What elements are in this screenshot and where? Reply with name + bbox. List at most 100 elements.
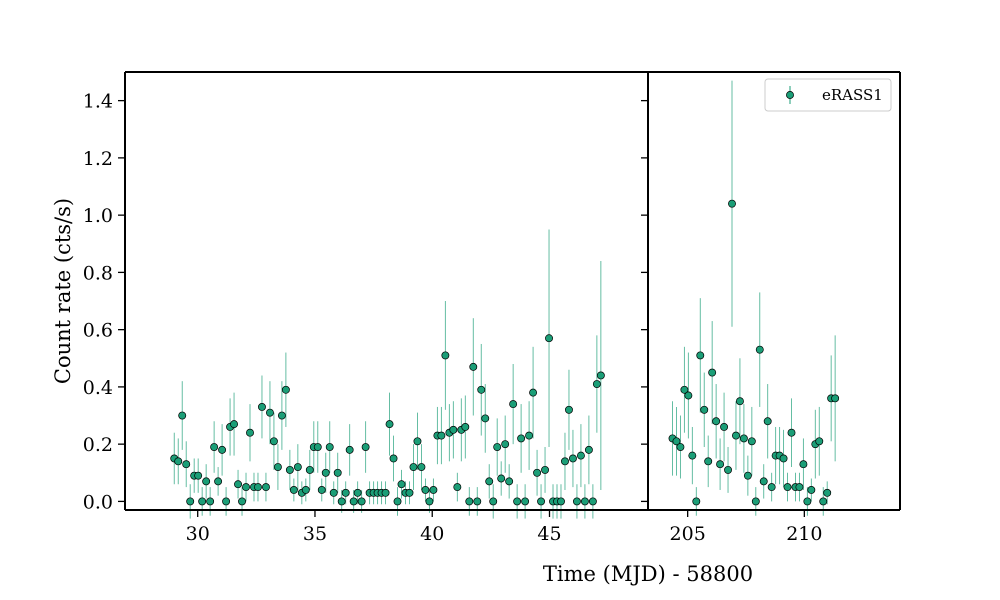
left-data-point-3: [182, 460, 191, 469]
left-data-point-24: [265, 408, 274, 417]
y-tick-label-3: 0.6: [83, 320, 113, 342]
x-axis-title: Time (MJD) - 58800: [543, 562, 753, 586]
legend: eRASS1: [764, 78, 892, 112]
left-data-point-99: [565, 405, 573, 414]
right-data-point-22: [755, 345, 764, 354]
right-data-point-4: [684, 391, 693, 400]
right-panel: 205 210: [641, 71, 901, 545]
right-data-point-13: [720, 423, 729, 431]
left-data-point-67: [437, 431, 446, 440]
left-data-point-73: [461, 423, 470, 431]
y-tick-label-0: 0.0: [83, 491, 113, 513]
y-tick-label-6: 1.2: [83, 148, 113, 170]
left-data-point-81: [493, 443, 502, 451]
right-data-point-2: [676, 443, 685, 451]
left-data-point-105: [588, 497, 597, 506]
left-data-point-12: [218, 445, 227, 454]
left-data-point-42: [337, 497, 346, 506]
right-data-point-17: [735, 397, 744, 406]
left-data-point-6: [194, 471, 203, 480]
left-data-point-18: [242, 483, 250, 492]
left-data-point-41: [333, 468, 342, 477]
left-data-point-15: [230, 420, 239, 429]
left-data-point-48: [361, 443, 370, 451]
left-data-point-11: [214, 477, 223, 486]
left-data-point-54: [385, 420, 394, 429]
left-data-point-10: [210, 443, 219, 451]
left-data-point-79: [485, 477, 494, 486]
left-data-point-87: [517, 434, 526, 443]
left-data-point-26: [273, 463, 282, 472]
left-data-point-74: [465, 497, 474, 506]
left-data-point-84: [505, 477, 514, 486]
left-data-point-80: [489, 497, 498, 506]
right-data-point-35: [807, 486, 816, 494]
left-data-point-39: [325, 443, 334, 451]
left-data-point-30: [289, 486, 298, 494]
y-axis-title: Count rate (cts/s): [51, 198, 75, 384]
left-panel: 30 35 40 45 0.0 0.2 0.4 0.6 0.8 1.0 1.2 1.4: [83, 71, 649, 545]
legend-frame: [764, 78, 892, 112]
left-data-point-17: [238, 497, 246, 506]
left-data-point-4: [186, 497, 195, 506]
left-data-point-19: [246, 428, 254, 437]
left-data-point-53: [381, 488, 390, 497]
left-data-point-37: [317, 486, 326, 494]
left-data-point-76: [473, 497, 482, 506]
left-data-point-59: [405, 488, 414, 497]
right-data-point-34: [803, 497, 812, 506]
left-x-tick-label-3: 45: [537, 523, 561, 545]
left-data-point-91: [533, 468, 542, 477]
left-data-point-31: [293, 463, 302, 472]
left-data-point-88: [521, 497, 530, 506]
legend-label: eRASS1: [822, 86, 883, 104]
left-data-point-98: [561, 457, 569, 466]
left-x-tick-label-0: 30: [186, 523, 210, 545]
left-data-point-56: [393, 497, 402, 506]
right-data-point-6: [692, 497, 701, 506]
right-data-point-19: [743, 471, 752, 480]
y-tick-label-4: 0.8: [83, 262, 113, 284]
right-data-point-39: [823, 488, 832, 497]
left-data-point-106: [592, 380, 601, 388]
right-data-point-38: [819, 497, 828, 506]
left-data-point-36: [313, 443, 322, 451]
left-data-point-68: [441, 351, 450, 360]
left-data-point-1: [174, 457, 183, 466]
left-data-point-47: [357, 497, 366, 506]
right-data-point-15: [728, 199, 736, 208]
left-data-point-43: [341, 488, 350, 497]
right-panel-axes: 205 210: [641, 71, 901, 545]
right-data-point-24: [763, 417, 772, 426]
left-data-point-82: [497, 474, 506, 483]
right-data-point-5: [688, 451, 697, 460]
left-data-point-63: [421, 486, 430, 494]
left-data-point-65: [429, 486, 438, 494]
right-data-point-29: [783, 483, 792, 492]
right-data-point-37: [815, 437, 824, 446]
right-x-tick-label-1: 210: [786, 523, 822, 545]
right-data-point-11: [712, 417, 721, 426]
right-data-point-23: [759, 477, 768, 486]
left-data-point-57: [397, 480, 406, 489]
y-tick-label-5: 1.0: [83, 205, 113, 227]
left-data-point-16: [234, 480, 242, 489]
y-tick-label-1: 0.2: [83, 434, 113, 456]
right-data-point-21: [751, 497, 760, 506]
left-data-point-83: [501, 440, 510, 449]
left-data-point-2: [178, 411, 187, 420]
right-data-point-3: [680, 385, 689, 394]
left-x-tick-label-1: 35: [303, 523, 327, 545]
left-data-point-34: [305, 465, 314, 474]
left-data-point-90: [529, 388, 538, 397]
right-data-point-10: [708, 368, 717, 377]
y-tick-label-7: 1.4: [83, 91, 113, 113]
right-data-point-18: [739, 434, 748, 443]
left-data-point-62: [417, 463, 426, 472]
left-data-point-22: [258, 402, 266, 411]
left-data-point-28: [281, 385, 290, 394]
left-data-point-75: [469, 362, 478, 371]
left-data-point-100: [569, 454, 577, 463]
right-data-point-8: [700, 405, 709, 414]
